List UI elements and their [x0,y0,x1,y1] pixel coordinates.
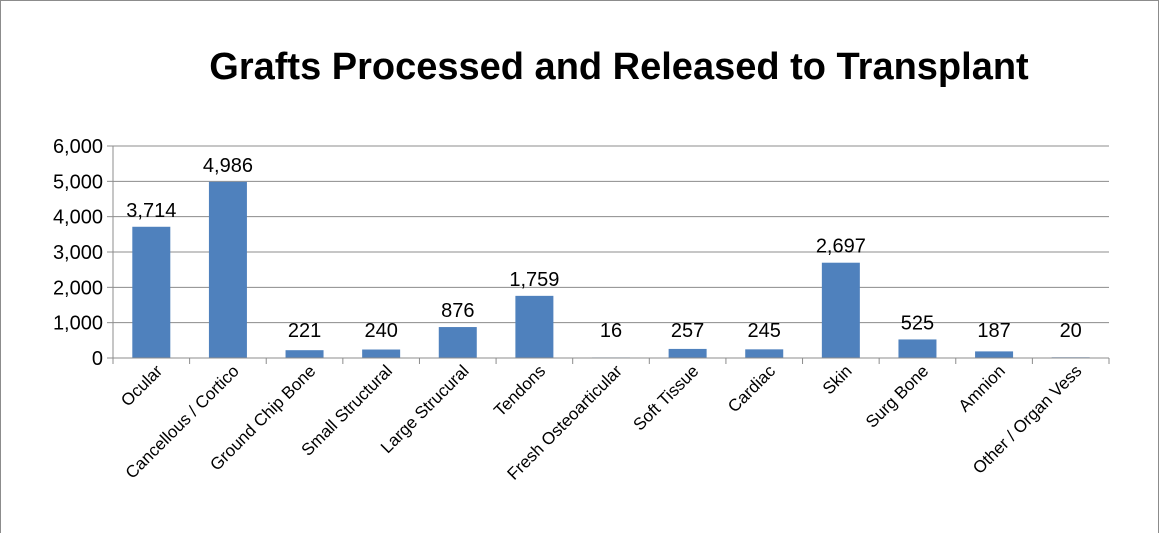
data-label: 876 [441,300,474,322]
bars [132,181,1090,358]
x-category-label: Soft Tissue [630,361,703,434]
bar [745,349,784,358]
bar [668,348,707,358]
data-label: 4,986 [203,155,253,177]
data-label: 16 [600,320,622,342]
bar [208,181,247,358]
data-label: 1,759 [509,269,559,291]
data-label: 245 [748,320,781,342]
data-label: 2,697 [816,236,866,258]
bar [438,327,477,358]
y-tick-label: 2,000 [53,277,103,299]
chart-title: Grafts Processed and Released to Transpl… [209,46,1029,88]
bar [898,339,937,358]
y-tick-label: 0 [92,348,103,370]
y-axis-ticks: 0 1,000 2,000 3,000 4,000 5,000 6,000 [53,136,113,370]
gridlines [113,145,1109,324]
axes [112,146,1109,359]
data-labels: 3,714 4,986 221 240 876 1,759 16 257 245 2,697 525… [126,155,1082,342]
data-label: 221 [288,320,321,342]
y-tick-label: 5,000 [53,171,103,193]
bar [285,350,324,358]
y-tick-label: 3,000 [53,242,103,264]
x-category-label: Cardiac [724,361,779,416]
y-tick-label: 4,000 [53,207,103,229]
data-label: 3,714 [126,200,176,222]
data-label: 257 [671,320,704,342]
data-label: 187 [977,320,1010,342]
x-category-label: Skin [819,361,856,398]
x-category-label: Surg Bone [862,361,932,431]
x-category-label: Tendons [490,361,549,420]
bar [975,351,1014,358]
x-category-label: Amnion [955,361,1009,415]
bar [821,262,860,358]
x-category-label: Ocular [117,361,166,410]
data-label: 240 [364,320,397,342]
y-tick-label: 6,000 [53,136,103,158]
bar [132,226,171,358]
y-tick-label: 1,000 [53,313,103,335]
data-label: 20 [1060,320,1082,342]
data-label: 525 [901,312,934,334]
bar [362,349,401,358]
bar [515,295,554,358]
